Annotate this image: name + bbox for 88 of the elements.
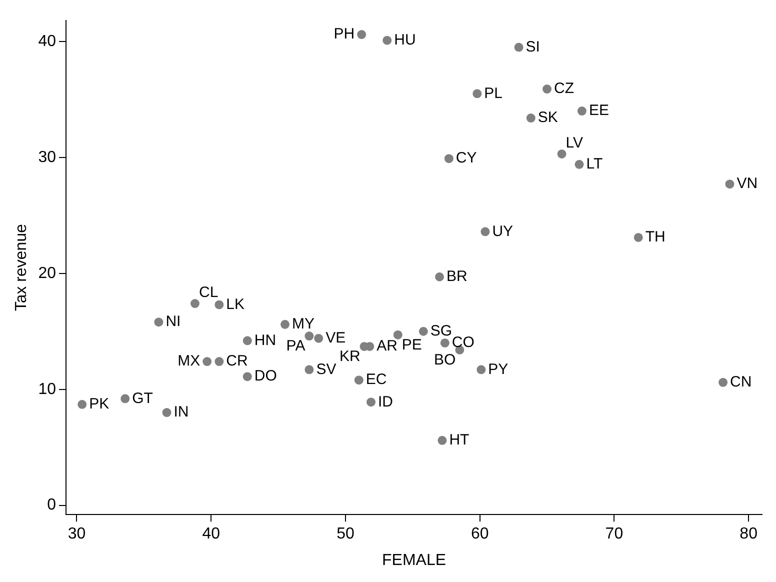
annotation: MY <box>292 316 315 333</box>
point <box>242 336 252 346</box>
y-tick-label: 30 <box>38 148 56 166</box>
y-tick-label: 20 <box>38 264 56 282</box>
point <box>435 272 444 282</box>
y-tick-label: 10 <box>38 380 56 398</box>
point <box>202 357 212 366</box>
annotation: EE <box>588 102 609 120</box>
annotation: IN <box>174 404 189 421</box>
point <box>444 154 454 164</box>
annotation: PE <box>402 336 422 354</box>
annotation: LT <box>586 156 603 173</box>
annotation: LV <box>566 134 584 152</box>
point <box>472 89 482 98</box>
annotation: LK <box>226 296 245 313</box>
annotation: VE <box>326 329 346 346</box>
annotation: SV <box>316 360 336 378</box>
annotation: UY <box>492 222 514 240</box>
annotation: PK <box>89 396 110 413</box>
point <box>154 318 164 327</box>
annotation: GT <box>132 390 153 407</box>
annotation: NI <box>166 313 181 330</box>
annotation: HT <box>449 432 470 449</box>
point <box>214 357 224 366</box>
x-tick-label: 50 <box>336 526 354 543</box>
annotation: SG <box>430 322 452 340</box>
point <box>480 227 490 236</box>
point <box>725 180 734 189</box>
y-tick-label: 40 <box>38 32 56 50</box>
point <box>382 36 392 45</box>
annotation: HN <box>254 332 276 349</box>
annotation: PY <box>488 360 508 378</box>
point <box>440 338 450 348</box>
point <box>577 106 586 116</box>
x-tick-label: 80 <box>740 526 758 543</box>
point <box>304 332 314 341</box>
point <box>190 299 200 308</box>
point <box>354 376 364 385</box>
point <box>162 408 172 418</box>
x-tick-label: 40 <box>202 526 220 543</box>
x-tick-label: 30 <box>68 526 86 543</box>
annotation: HU <box>394 31 416 48</box>
point <box>438 436 447 445</box>
annotation: PA <box>286 338 306 355</box>
point <box>304 365 314 374</box>
x-tick-label: 70 <box>605 526 624 543</box>
point <box>514 42 524 52</box>
annotation: CZ <box>554 80 574 98</box>
annotation: ID <box>378 393 394 410</box>
annotation: BO <box>434 352 456 369</box>
point <box>526 114 536 123</box>
annotation: DO <box>254 368 277 385</box>
point <box>78 400 87 409</box>
annotation: CO <box>452 334 474 352</box>
point <box>357 30 366 40</box>
point <box>214 300 224 310</box>
point <box>280 320 290 329</box>
annotation: CL <box>198 284 218 302</box>
annotation: KR <box>339 348 360 366</box>
point <box>418 326 428 336</box>
annotation: CR <box>226 352 248 370</box>
annotation: PL <box>484 84 503 102</box>
annotation: MX <box>178 352 200 370</box>
annotation: VN <box>736 175 758 192</box>
y-tick-label: 0 <box>47 496 56 514</box>
point <box>718 378 728 387</box>
point <box>366 398 376 407</box>
point <box>574 160 584 169</box>
annotation: BR <box>446 268 468 286</box>
y-axis-title: Tax revenue <box>13 224 30 312</box>
point <box>120 394 130 404</box>
annotation: CN <box>730 374 752 391</box>
annotation: CY <box>456 150 477 167</box>
point <box>542 84 552 94</box>
x-tick-label: 60 <box>470 526 489 543</box>
point <box>476 365 486 374</box>
point <box>242 372 252 382</box>
point <box>393 330 402 340</box>
annotation: PH <box>334 26 355 43</box>
point <box>634 232 643 242</box>
x-axis-title: FEMALE <box>382 552 446 569</box>
annotation: SI <box>526 38 540 56</box>
point <box>557 149 566 158</box>
point <box>314 334 324 343</box>
annotation: EC <box>366 371 387 388</box>
annotation: SK <box>538 109 558 126</box>
annotation: TH <box>645 228 666 246</box>
annotation: AR <box>376 338 398 355</box>
